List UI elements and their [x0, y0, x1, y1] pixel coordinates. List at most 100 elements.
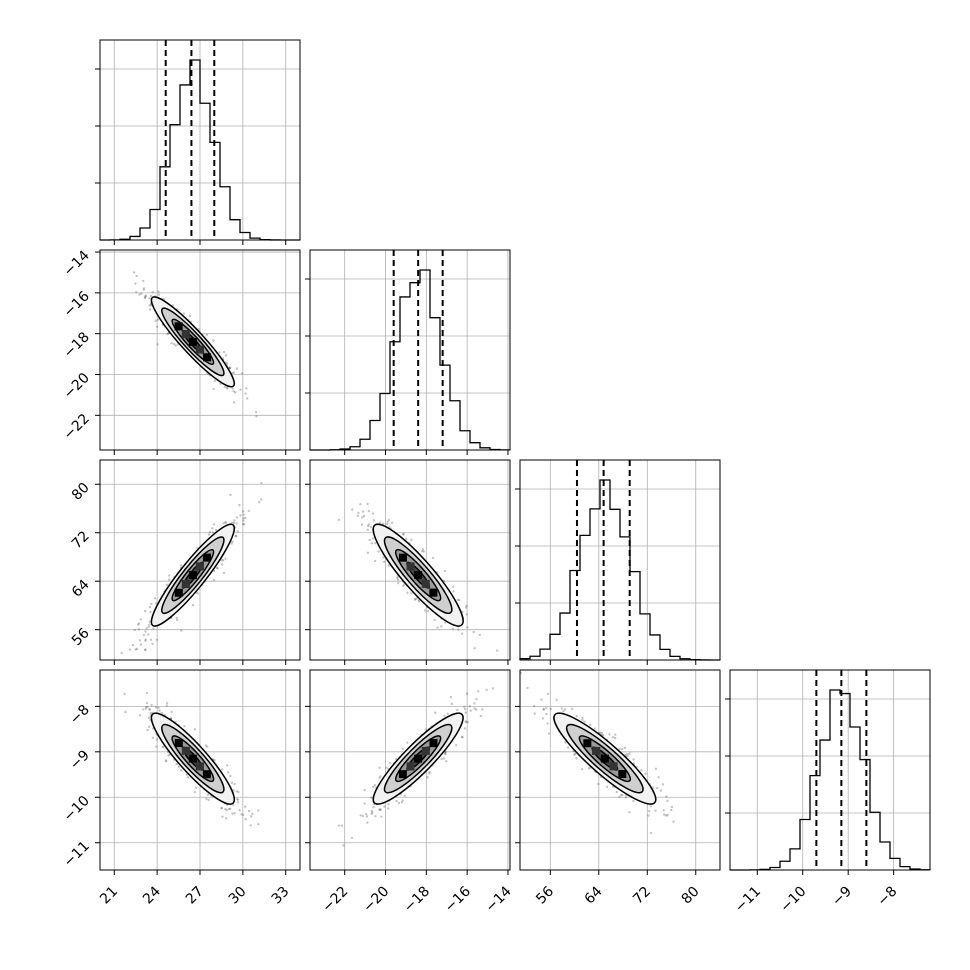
sample-point	[158, 709, 161, 712]
sample-point	[465, 720, 468, 724]
sample-point	[175, 762, 178, 766]
sample-point	[571, 707, 574, 711]
sample-point	[659, 789, 663, 792]
sample-point	[242, 519, 245, 522]
sample-point	[619, 793, 623, 797]
sample-point	[397, 801, 401, 805]
sample-point	[615, 790, 618, 794]
sample-point	[140, 292, 143, 295]
sample-point	[433, 711, 437, 714]
sample-point	[149, 610, 152, 614]
density-bin	[174, 739, 183, 748]
sample-point	[186, 776, 190, 779]
sample-point	[205, 745, 209, 748]
sample-point	[142, 633, 146, 637]
sample-point	[133, 628, 137, 632]
sample-point	[666, 799, 669, 802]
sample-point	[442, 757, 446, 760]
sample-point	[124, 710, 127, 714]
sample-point	[665, 795, 668, 798]
sample-point	[422, 550, 425, 553]
density-bin	[202, 770, 211, 779]
sample-point	[131, 644, 135, 647]
sample-point	[153, 597, 157, 600]
sample-point	[403, 794, 407, 798]
sample-point	[655, 786, 659, 790]
sample-point	[149, 294, 153, 298]
density-bin	[195, 562, 204, 571]
sample-point	[148, 304, 151, 307]
sample-point	[644, 772, 647, 776]
sample-point	[208, 530, 212, 534]
sample-point	[233, 811, 236, 815]
sample-point	[144, 639, 147, 642]
sample-point	[452, 590, 455, 593]
sample-point	[100, 244, 102, 246]
sample-point	[235, 516, 239, 519]
y-tick-label: 56	[69, 625, 93, 649]
sample-point	[367, 524, 370, 528]
sample-point	[626, 753, 629, 756]
sample-point	[151, 642, 154, 645]
x-tick-label: −11	[732, 884, 764, 916]
sample-point	[581, 718, 584, 721]
sample-point	[120, 651, 123, 655]
sample-point	[225, 808, 228, 812]
sample-point	[542, 707, 545, 711]
density-bin	[421, 579, 430, 588]
sample-point	[193, 728, 197, 731]
sample-point	[137, 622, 141, 625]
sample-point	[474, 708, 478, 711]
sample-point	[148, 308, 152, 311]
sample-point	[229, 807, 232, 810]
sample-point	[214, 528, 218, 532]
sample-point	[401, 747, 404, 751]
sample-point	[342, 844, 345, 847]
sample-point	[350, 836, 354, 840]
sample-point	[167, 754, 170, 757]
sample-point	[362, 514, 366, 518]
sample-point	[382, 556, 385, 559]
sample-point	[466, 626, 469, 629]
y-tick-label: 64	[69, 577, 93, 601]
x-tick-label: 30	[226, 884, 250, 908]
sample-point	[238, 808, 241, 812]
sample-point	[466, 721, 469, 724]
sample-point	[387, 564, 390, 567]
sample-point	[573, 752, 577, 755]
sample-point	[138, 639, 142, 642]
sample-point	[533, 704, 536, 708]
sample-point	[370, 796, 373, 799]
sample-point	[212, 578, 216, 582]
sample-point	[566, 746, 570, 749]
density-bin	[414, 754, 423, 763]
sample-point	[461, 736, 464, 739]
sample-point	[533, 712, 536, 715]
sample-point	[440, 757, 443, 761]
panel-frame	[309, 459, 511, 661]
sample-point	[601, 734, 605, 737]
sample-point	[387, 807, 390, 810]
sample-point	[144, 294, 148, 297]
sample-point	[231, 540, 234, 543]
sample-point	[581, 716, 584, 719]
sample-point	[149, 711, 152, 715]
sample-point	[449, 695, 453, 699]
x-tick-label: 24	[140, 883, 164, 907]
sample-point	[614, 733, 617, 736]
sample-point	[143, 296, 147, 299]
scatter-panel-2-1	[305, 459, 511, 665]
sample-point	[147, 716, 151, 720]
sample-point	[260, 481, 263, 485]
density-bin	[398, 770, 407, 779]
sample-point	[148, 708, 151, 711]
sample-point	[624, 796, 628, 799]
sample-point	[361, 814, 365, 818]
sample-point	[573, 753, 576, 756]
sample-point	[549, 707, 553, 711]
sample-point	[156, 343, 159, 346]
sample-point	[160, 711, 164, 715]
sample-point	[382, 560, 386, 563]
sample-point	[564, 741, 567, 744]
sample-point	[366, 551, 370, 555]
